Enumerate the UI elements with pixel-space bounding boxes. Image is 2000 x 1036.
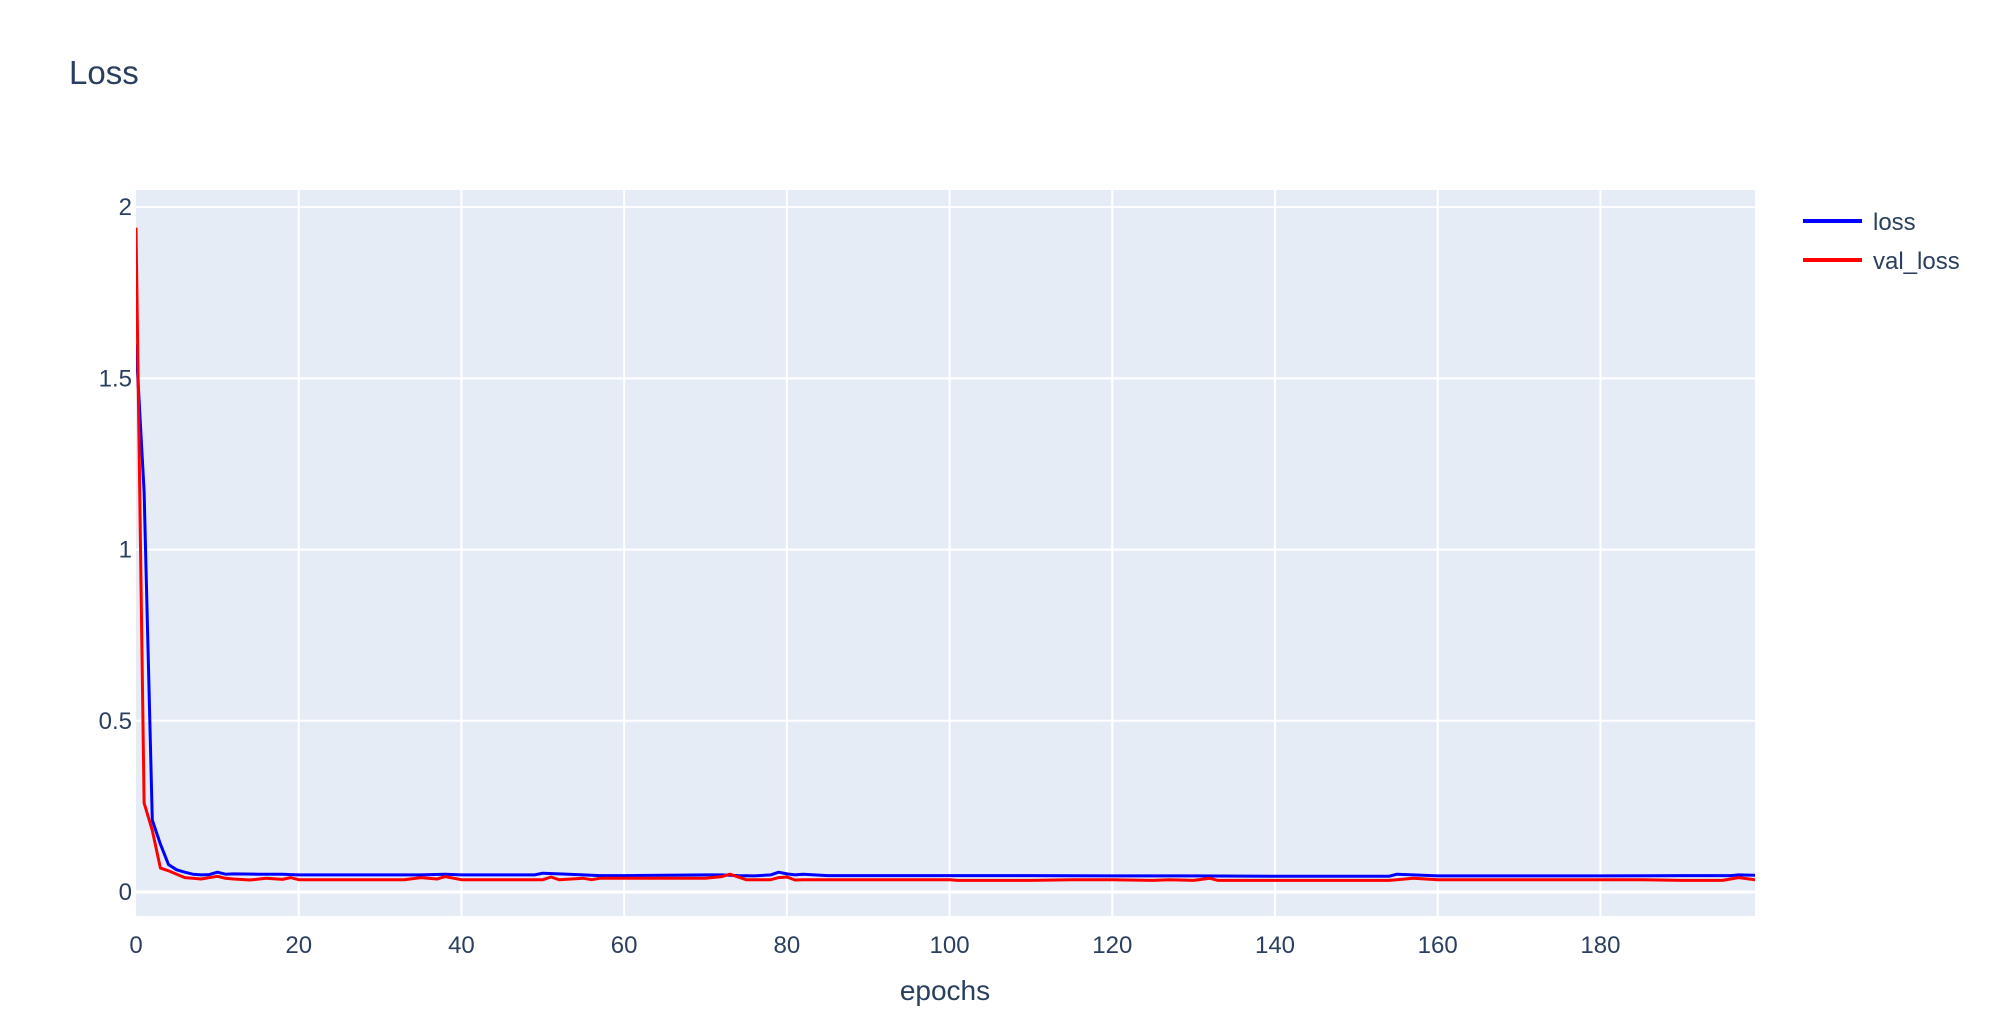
y-tick-label: 1.5 (99, 365, 132, 392)
series-line-val-loss (136, 227, 1755, 882)
legend-item-val-loss[interactable]: val_loss (1803, 248, 1960, 275)
x-tick-label: 120 (1092, 932, 1132, 959)
x-tick-labels: 0 20 40 60 80 100 120 140 160 180 (129, 932, 1620, 959)
x-tick-label: 160 (1418, 932, 1458, 959)
y-tick-label: 2 (119, 194, 132, 221)
x-tick-label: 0 (129, 932, 142, 959)
series-line-loss (136, 344, 1755, 878)
x-tick-label: 100 (930, 932, 970, 959)
x-axis-title: epochs (900, 975, 990, 1006)
x-tick-label: 20 (285, 932, 312, 959)
y-gridlines (136, 206, 1755, 894)
legend-label: loss (1873, 209, 1916, 236)
legend-label: val_loss (1873, 248, 1960, 275)
legend[interactable]: loss val_loss (1803, 209, 1960, 275)
y-tick-label: 1 (119, 537, 132, 564)
y-tick-label: 0.5 (99, 708, 132, 735)
plot-background (136, 190, 1755, 916)
x-tick-label: 180 (1580, 932, 1620, 959)
x-gridlines (297, 190, 1602, 916)
chart-title: Loss (69, 54, 139, 91)
x-tick-label: 60 (611, 932, 638, 959)
x-tick-label: 80 (774, 932, 801, 959)
x-tick-label: 140 (1255, 932, 1295, 959)
series-lines (136, 227, 1755, 882)
x-tick-label: 40 (448, 932, 475, 959)
y-tick-labels: 0 0.5 1 1.5 2 (99, 194, 132, 906)
legend-item-loss[interactable]: loss (1803, 209, 1916, 236)
y-tick-label: 0 (119, 879, 132, 906)
